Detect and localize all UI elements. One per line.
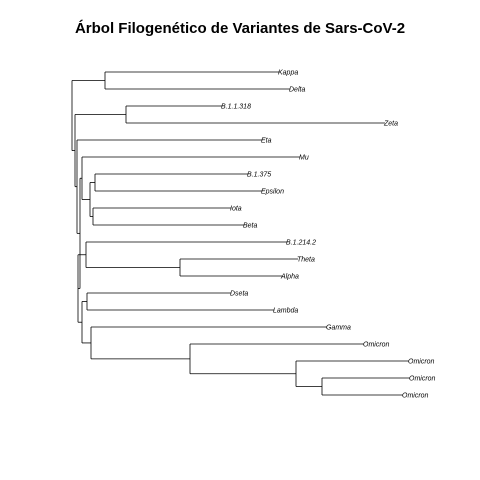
tip-label: Theta <box>297 257 315 264</box>
tip-label: Delta <box>289 87 305 94</box>
tip-label: Dseta <box>230 291 248 298</box>
tip-label: Alpha <box>280 274 299 281</box>
tip-label: Beta <box>243 223 258 230</box>
tip-label: Omicron <box>402 393 429 400</box>
tip-label: Eta <box>261 138 272 145</box>
tip-label: Iota <box>230 206 242 213</box>
tip-label: Kappa <box>278 70 298 77</box>
tip-label: Epsilon <box>261 189 284 196</box>
tip-label: Omicron <box>409 376 436 383</box>
tree-branches <box>71 71 410 396</box>
tip-labels: Kappa Delta B.1.1.318 Zeta Eta Mu B.1.375 Epsil… <box>221 70 436 400</box>
tip-label: B.1.375 <box>247 172 271 179</box>
page-title: Árbol Filogenético de Variantes de Sars-… <box>74 20 406 37</box>
tip-label: B.1.1.318 <box>221 104 251 111</box>
tip-label: Lambda <box>273 308 298 315</box>
tip-label: Mu <box>299 155 309 162</box>
tip-label: Omicron <box>363 342 390 349</box>
tip-label: B.1.214.2 <box>286 240 316 247</box>
tip-label: Gamma <box>326 325 351 332</box>
tip-label: Zeta <box>383 121 398 128</box>
tip-label: Omicron <box>408 359 435 366</box>
